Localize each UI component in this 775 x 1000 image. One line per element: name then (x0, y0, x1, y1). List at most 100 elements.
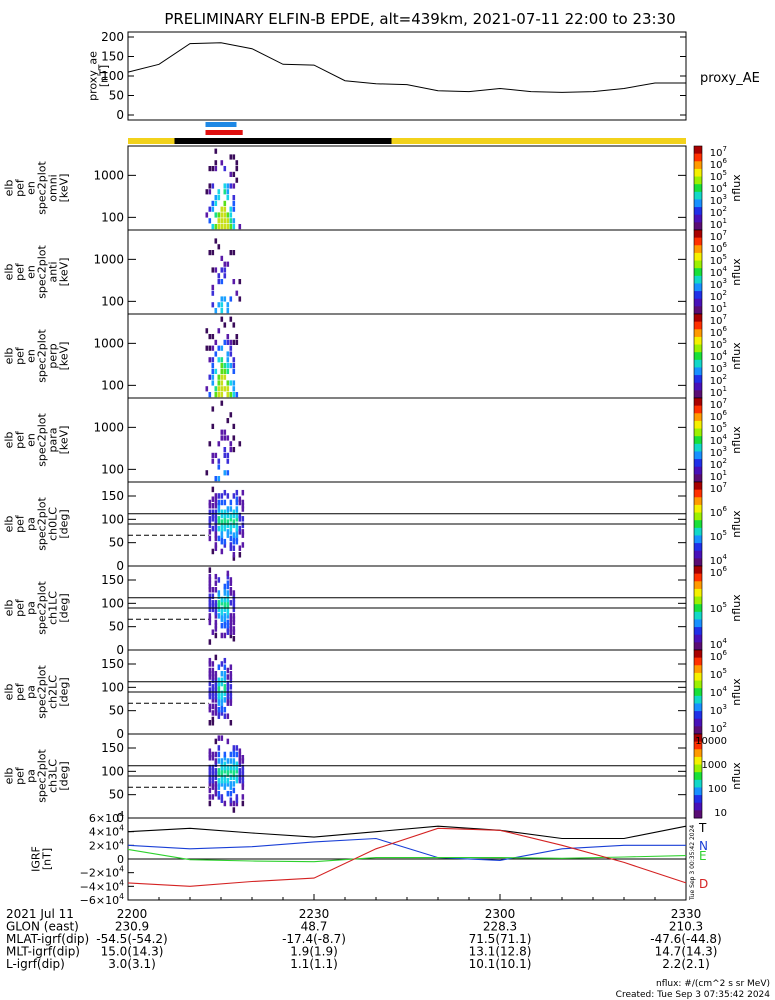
pa-cell (214, 542, 218, 548)
pa-cell (229, 590, 233, 596)
pa-cell (232, 512, 236, 519)
spectra-cell (205, 470, 209, 476)
colorbar-segment (694, 672, 702, 682)
spectra-cell (229, 339, 233, 345)
spectra-cell (211, 183, 215, 189)
pa-cell (208, 777, 212, 784)
colorbar-segment (694, 230, 702, 239)
spectra-cell (211, 368, 215, 374)
spectra-cell (223, 470, 227, 476)
spectra-cell (214, 476, 218, 482)
pa-tick-label: 0 (116, 559, 124, 573)
pa-cell (229, 542, 233, 548)
spectra-cell (238, 296, 242, 302)
pa-cell (211, 667, 215, 674)
pa-cell (226, 777, 230, 784)
pa-cell (217, 690, 221, 697)
colorbar-tick-label: 103 (710, 361, 727, 375)
colorbar-segment (694, 161, 702, 170)
colorbar-segment (694, 734, 702, 743)
pa-cell (208, 687, 212, 693)
colorbar-tick-label-exp: 1 (723, 469, 727, 477)
igrf-tick-label-base: −4×10 (80, 880, 119, 893)
pa-cell (211, 751, 215, 758)
pa-ylabel-line: [deg] (58, 509, 71, 538)
colorbar-tick-label: 107 (710, 313, 727, 327)
colorbar-tick-label: 102 (710, 721, 727, 735)
pa-cell (226, 713, 230, 719)
spectra-cell (232, 250, 236, 256)
spectra-cell (226, 458, 230, 464)
spectra-cell (232, 206, 236, 212)
igrf-tick-label: −4×104 (80, 878, 124, 893)
pa-cell (226, 603, 230, 609)
pa-cell (229, 693, 233, 700)
spectra-ylabel-line: spec2plot (36, 413, 49, 467)
spectra-cell (226, 339, 230, 345)
pa-cell (211, 629, 215, 635)
pa-cell (232, 555, 236, 561)
colorbar-segment (694, 604, 702, 613)
pa-cell (232, 616, 236, 622)
pa-cell (229, 626, 233, 632)
spectra-cell (211, 206, 215, 212)
pa-cell (208, 661, 212, 667)
pa-cell (220, 613, 224, 619)
pa-cell (223, 499, 227, 506)
colorbar-label: nflux (730, 174, 743, 202)
pa-cell (223, 781, 227, 787)
pa-cell (217, 677, 221, 684)
pa-cell (238, 774, 242, 781)
pa-cell (217, 751, 221, 758)
pa-cell (208, 800, 212, 807)
spectra-cell (223, 206, 227, 212)
ae-tick-label: 150 (101, 50, 124, 64)
pa-cell (223, 622, 227, 629)
pa-cell (217, 771, 221, 777)
pa-cell (226, 590, 230, 596)
pa-cell (214, 787, 218, 794)
pa-cell (223, 768, 227, 774)
pa-cell (211, 794, 215, 800)
spectra-cell (223, 261, 227, 267)
colorbar-tick-label-exp: 2 (723, 205, 727, 213)
pa-cell (214, 687, 218, 693)
spectra-cell (211, 452, 215, 458)
colorbar-tick-label: 107 (710, 481, 727, 495)
spectra-cell (226, 261, 230, 267)
pa-cell (217, 781, 221, 787)
pa-cell (217, 713, 221, 719)
pa-cell (208, 639, 212, 645)
pa-cell (232, 535, 236, 542)
pa-tick-label: 0 (116, 727, 124, 741)
spectra-cell (232, 279, 236, 285)
colorbar-tick-label-exp: 2 (723, 457, 727, 465)
pa-cell (223, 606, 227, 613)
colorbar-segment (694, 268, 702, 277)
pa-cell (220, 532, 224, 538)
colorbar-segment (694, 497, 702, 506)
pa-tick-label: 100 (101, 596, 124, 610)
spectra-cell (232, 435, 236, 441)
pa-cell (232, 552, 236, 558)
colorbar-segment (694, 336, 702, 346)
colorbar-segment (694, 237, 702, 246)
spectra-ylabel-line: [keV] (58, 426, 71, 455)
spectra-cell (220, 206, 224, 212)
spectra-cell (217, 189, 221, 195)
igrf-tick-label-exp: 4 (119, 865, 124, 874)
spectra-tick-label: 1000 (93, 252, 124, 266)
pa-cell (235, 777, 239, 784)
pa-cell (229, 516, 233, 522)
pa-cell (235, 525, 239, 532)
pa-cell (214, 790, 218, 797)
colorbar-segment (694, 252, 702, 262)
spectra-cell (229, 224, 233, 230)
pa-cell (217, 706, 221, 713)
pa-cell (214, 710, 218, 716)
colorbar-tick-label-exp: 4 (723, 433, 728, 441)
pa-cell (229, 664, 233, 670)
spectra-cell (220, 380, 224, 386)
spectra-cell (223, 166, 227, 172)
